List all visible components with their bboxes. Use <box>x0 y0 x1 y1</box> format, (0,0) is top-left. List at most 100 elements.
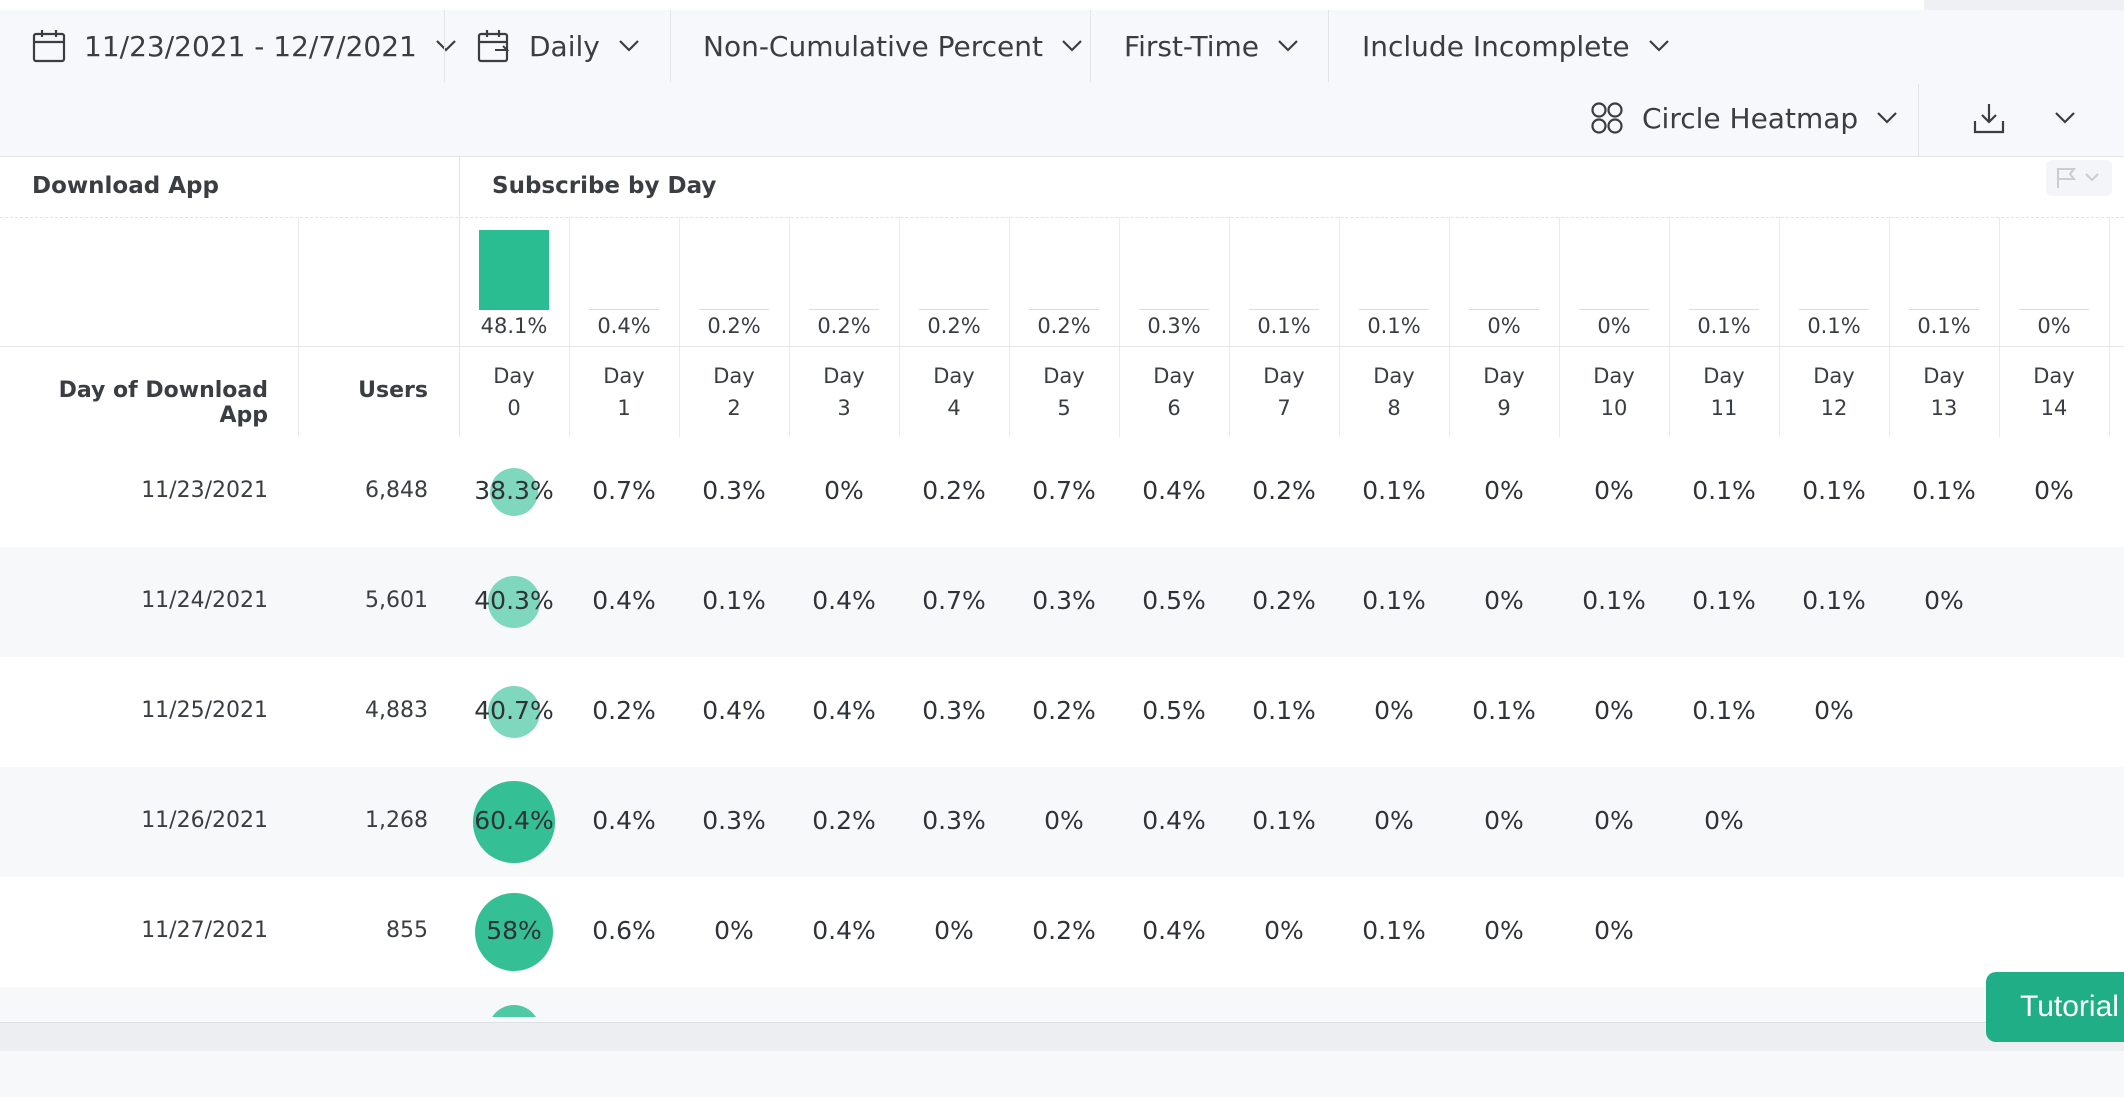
cohort-cell[interactable]: 0% <box>1484 586 1524 615</box>
summary-bar[interactable] <box>1909 308 1979 310</box>
table-row[interactable] <box>0 547 2124 657</box>
day-column-header[interactable]: Day 8 <box>1339 360 1449 424</box>
cohort-cell[interactable]: 0% <box>1484 916 1524 945</box>
summary-bar[interactable] <box>1249 308 1319 310</box>
day-column-header[interactable]: Day 14 <box>1999 360 2109 424</box>
cohort-cell[interactable]: 0.1% <box>1912 476 1976 505</box>
cohort-cell[interactable]: 0% <box>714 916 754 945</box>
cohort-cell[interactable]: 0.1% <box>1252 696 1316 725</box>
cohort-cell[interactable]: 0.5% <box>1142 696 1206 725</box>
cohort-cell[interactable]: 40.7% <box>474 696 554 725</box>
table-row[interactable] <box>0 877 2124 987</box>
cohort-cell[interactable]: 0.2% <box>1032 696 1096 725</box>
cohort-cell[interactable]: 0% <box>824 476 864 505</box>
cohort-cell[interactable]: 0.1% <box>1472 696 1536 725</box>
cohort-cell[interactable]: 0.4% <box>812 586 876 615</box>
cohort-cell[interactable]: 38.3% <box>474 476 554 505</box>
measure-dropdown[interactable]: Non-Cumulative Percent <box>703 10 1083 82</box>
day-column-header[interactable]: Day 6 <box>1119 360 1229 424</box>
cohort-cell[interactable]: 0.4% <box>1142 476 1206 505</box>
cohort-cell[interactable]: 0.1% <box>1692 586 1756 615</box>
cohort-cell[interactable]: 0.3% <box>1032 586 1096 615</box>
cohort-cell[interactable]: 0.1% <box>1802 586 1866 615</box>
cohort-cell[interactable]: 0.6% <box>592 916 656 945</box>
cohort-cell[interactable]: 0.4% <box>592 806 656 835</box>
cohort-cell[interactable]: 0.3% <box>922 806 986 835</box>
cohort-cell[interactable]: 0% <box>1374 806 1414 835</box>
summary-bar[interactable] <box>1579 308 1649 310</box>
cohort-cell[interactable]: 0.2% <box>922 476 986 505</box>
day-column-header[interactable]: Day 0 <box>459 360 569 424</box>
table-row[interactable] <box>0 437 2124 547</box>
cohort-cell[interactable]: 0.2% <box>1252 476 1316 505</box>
day-column-header[interactable]: Day 7 <box>1229 360 1339 424</box>
day-column-header[interactable]: Day 11 <box>1669 360 1779 424</box>
cohort-cell[interactable]: 0.7% <box>592 476 656 505</box>
summary-bar[interactable] <box>2019 308 2089 310</box>
horizontal-scrollbar[interactable] <box>0 1022 2124 1051</box>
summary-bar[interactable] <box>699 308 769 310</box>
export-dropdown[interactable] <box>1972 82 2076 154</box>
date-range-picker[interactable]: 11/23/2021 - 12/7/2021 <box>32 10 457 82</box>
cohort-cell[interactable]: 0% <box>1594 476 1634 505</box>
cohort-cell[interactable]: 0.1% <box>1582 586 1646 615</box>
cohort-cell[interactable]: 0.2% <box>1252 586 1316 615</box>
summary-bar[interactable] <box>809 308 879 310</box>
incomplete-dropdown[interactable]: Include Incomplete <box>1362 10 1670 82</box>
cohort-cell[interactable]: 0% <box>934 916 974 945</box>
cohort-cell[interactable]: 0.4% <box>702 696 766 725</box>
cohort-cell[interactable]: 0.7% <box>922 586 986 615</box>
tutorial-button[interactable]: Tutorial <box>1986 972 2124 1042</box>
cohort-cell[interactable]: 0.2% <box>812 806 876 835</box>
occurrence-dropdown[interactable]: First-Time <box>1124 10 1299 82</box>
chart-type-dropdown[interactable]: Circle Heatmap <box>1590 82 1898 154</box>
cohort-cell[interactable]: 0.4% <box>812 916 876 945</box>
summary-bar[interactable] <box>1139 308 1209 310</box>
cohort-cell[interactable]: 0.1% <box>1692 476 1756 505</box>
summary-bar[interactable] <box>1029 308 1099 310</box>
cohort-cell[interactable]: 0.1% <box>1692 696 1756 725</box>
cohort-cell[interactable]: 0% <box>1594 806 1634 835</box>
cohort-cell[interactable]: 0.1% <box>1362 916 1426 945</box>
cohort-cell[interactable]: 0.4% <box>1142 916 1206 945</box>
day-column-header[interactable]: Day 2 <box>679 360 789 424</box>
cohort-cell[interactable]: 0% <box>1484 806 1524 835</box>
cohort-cell[interactable]: 0% <box>1594 916 1634 945</box>
cohort-cell[interactable]: 0.1% <box>1362 586 1426 615</box>
summary-bar[interactable] <box>1469 308 1539 310</box>
cohort-cell[interactable]: 0% <box>1374 696 1414 725</box>
cohort-cell[interactable]: 0.3% <box>922 696 986 725</box>
cohort-cell[interactable]: 58% <box>486 916 542 945</box>
cohort-cell[interactable]: 0.1% <box>1362 476 1426 505</box>
cohort-cell[interactable]: 0.1% <box>702 586 766 615</box>
day-column-header[interactable]: Day 4 <box>899 360 1009 424</box>
cohort-cell[interactable]: 0.3% <box>702 806 766 835</box>
cohort-cell[interactable]: 0.1% <box>1252 806 1316 835</box>
cohort-cell[interactable]: 0% <box>2034 476 2074 505</box>
cohort-cell[interactable]: 40.3% <box>474 586 554 615</box>
cohort-cell[interactable]: 0.4% <box>812 696 876 725</box>
flag-menu[interactable] <box>2046 160 2112 196</box>
cohort-cell[interactable]: 0% <box>1924 586 1964 615</box>
cohort-cell[interactable]: 0.4% <box>1142 806 1206 835</box>
cohort-cell[interactable]: 0% <box>1264 916 1304 945</box>
cohort-cell[interactable]: 0.2% <box>1032 916 1096 945</box>
table-row[interactable] <box>0 657 2124 767</box>
day-column-header[interactable]: Day 9 <box>1449 360 1559 424</box>
cohort-cell[interactable]: 0% <box>1044 806 1084 835</box>
cohort-cell[interactable]: 0% <box>1814 696 1854 725</box>
day-column-header[interactable]: Day 1 <box>569 360 679 424</box>
cohort-cell[interactable]: 0.1% <box>1802 476 1866 505</box>
day-column-header[interactable]: Day 3 <box>789 360 899 424</box>
day-column-header[interactable]: Day 12 <box>1779 360 1889 424</box>
day-column-header[interactable]: Day 13 <box>1889 360 1999 424</box>
cohort-cell[interactable]: 0.2% <box>592 696 656 725</box>
summary-bar[interactable] <box>1799 308 1869 310</box>
table-row[interactable] <box>0 767 2124 877</box>
cohort-cell[interactable]: 0% <box>1484 476 1524 505</box>
day-column-header[interactable]: Day 10 <box>1559 360 1669 424</box>
interval-dropdown[interactable]: Daily <box>477 10 640 82</box>
summary-bar[interactable] <box>589 308 659 310</box>
cohort-cell[interactable]: 60.4% <box>474 806 554 835</box>
day-column-header[interactable]: Day 5 <box>1009 360 1119 424</box>
